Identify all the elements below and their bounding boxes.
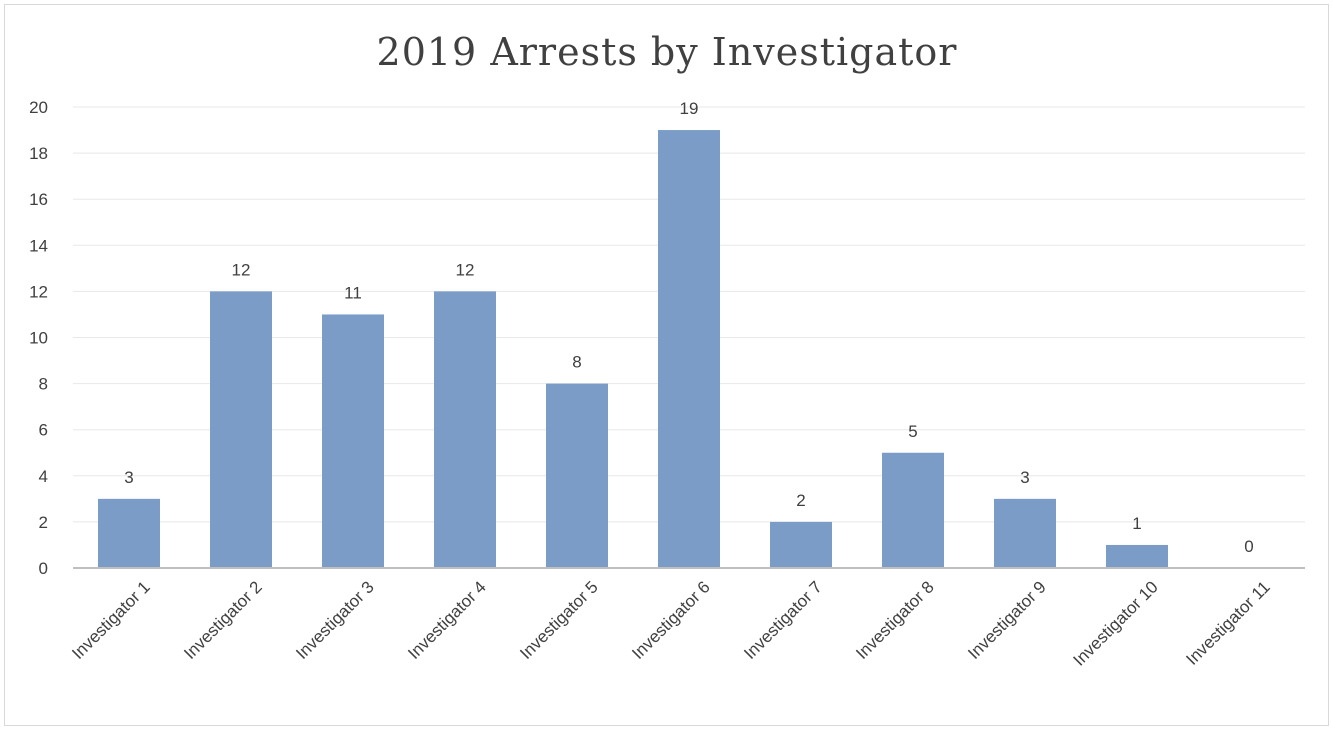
x-category-label: Investigator 11 — [1182, 577, 1273, 668]
y-tick-label: 2 — [39, 513, 48, 532]
y-axis-tick-labels: 0 2 4 6 8 10 12 14 16 18 20 — [29, 98, 48, 578]
y-tick-label: 14 — [29, 236, 48, 255]
y-tick-label: 20 — [29, 98, 48, 117]
bar — [546, 383, 608, 568]
x-category-label: Investigator 6 — [628, 577, 714, 663]
data-label: 2 — [796, 491, 805, 510]
data-label: 12 — [456, 260, 475, 279]
data-label: 0 — [1244, 537, 1253, 556]
x-category-label: Investigator 3 — [292, 577, 378, 663]
y-tick-label: 12 — [29, 282, 48, 301]
x-category-label: Investigator 4 — [404, 577, 490, 663]
bar — [770, 521, 832, 568]
x-category-label: Investigator 7 — [740, 577, 826, 663]
data-label: 3 — [1020, 468, 1029, 487]
y-tick-label: 10 — [29, 329, 48, 348]
x-category-label: Investigator 2 — [180, 577, 266, 663]
bar — [434, 291, 496, 568]
data-label: 1 — [1132, 514, 1141, 533]
x-category-label: Investigator 9 — [964, 577, 1050, 663]
y-tick-label: 8 — [39, 375, 48, 394]
data-label: 11 — [344, 283, 362, 302]
data-labels: 3 12 11 12 8 19 2 5 3 1 0 — [124, 99, 1253, 556]
x-axis-category-labels: Investigator 1 Investigator 2 Investigator… — [68, 577, 1274, 669]
bar — [658, 130, 720, 569]
bar — [322, 314, 384, 568]
bar — [98, 498, 160, 568]
bars — [98, 130, 1168, 569]
data-label: 12 — [232, 260, 251, 279]
y-tick-label: 18 — [29, 144, 48, 163]
data-label: 5 — [908, 422, 917, 441]
x-category-label: Investigator 1 — [68, 577, 154, 663]
x-category-label: Investigator 10 — [1070, 577, 1162, 669]
bar — [210, 291, 272, 568]
chart-title: 2019 Arrests by Investigator — [377, 30, 958, 74]
y-tick-label: 6 — [39, 421, 48, 440]
x-category-label: Investigator 8 — [852, 577, 938, 663]
bar — [882, 452, 944, 568]
data-label: 19 — [680, 99, 699, 118]
y-tick-label: 4 — [39, 467, 48, 486]
bar — [994, 498, 1056, 568]
x-category-label: Investigator 5 — [516, 577, 602, 663]
data-label: 3 — [124, 468, 133, 487]
y-tick-label: 0 — [39, 559, 48, 578]
data-label: 8 — [572, 353, 581, 372]
bar — [1106, 544, 1168, 568]
y-tick-label: 16 — [29, 190, 48, 209]
